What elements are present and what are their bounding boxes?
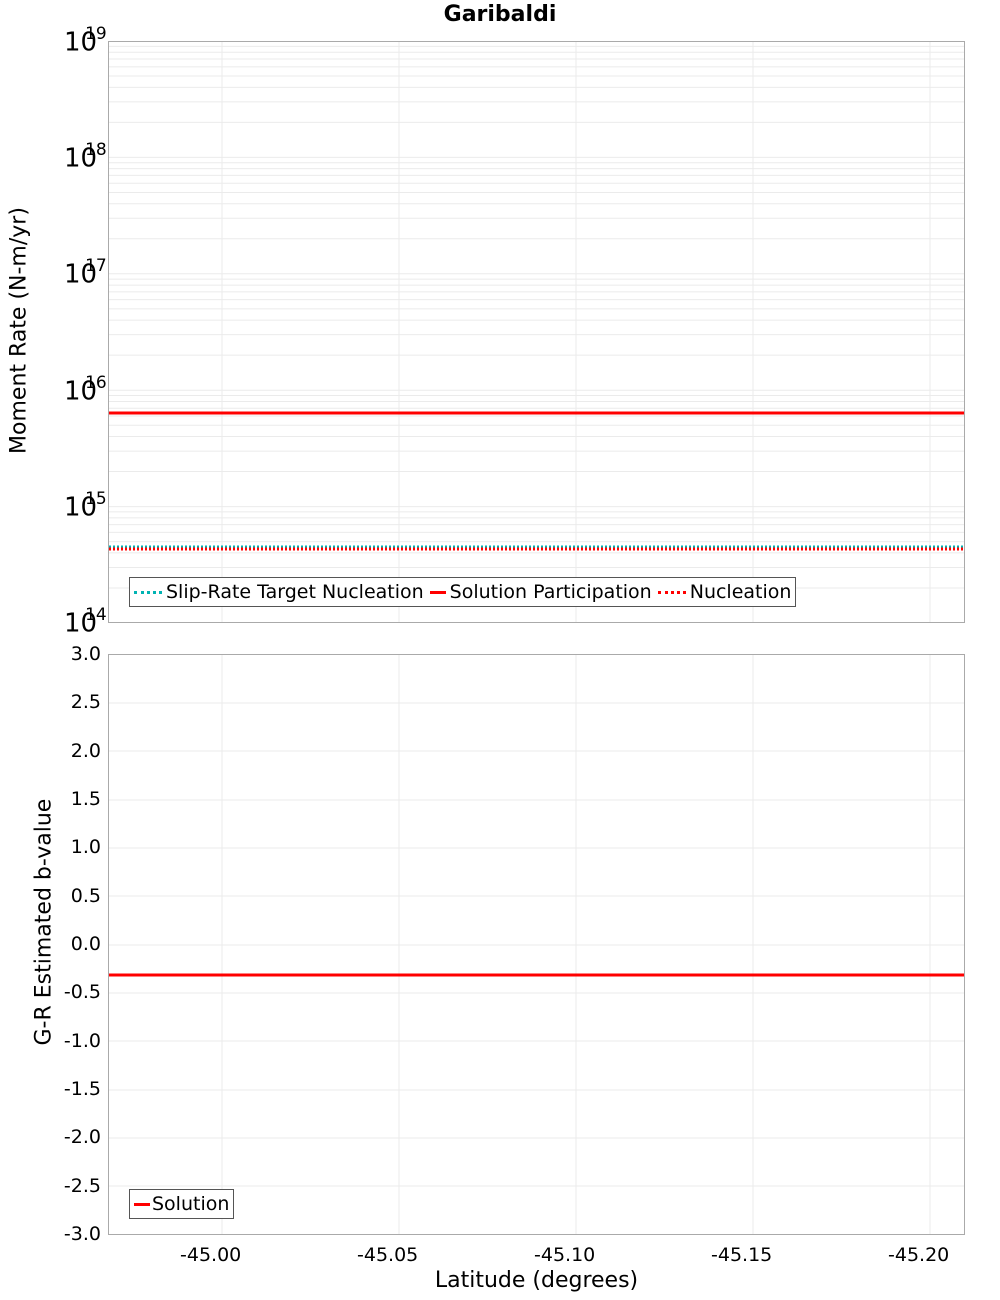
ytick-bvalue: 0.5 xyxy=(70,884,101,907)
legend-swatch-solid-red xyxy=(134,1202,150,1206)
ytick-bvalue: -1.5 xyxy=(63,1078,101,1100)
ytick-bvalue: -2.0 xyxy=(63,1126,101,1149)
top-plot-grid xyxy=(221,41,931,623)
ytick-bvalue: 2.0 xyxy=(70,739,101,762)
x-axis-label: Latitude (degrees) xyxy=(434,1268,639,1293)
top-legend: Slip-Rate Target Nucleation Solution Par… xyxy=(129,577,797,607)
top-plot-frame xyxy=(108,41,965,623)
legend-label: Solution xyxy=(152,1193,230,1215)
ytick-1e19: 1019 xyxy=(64,24,107,58)
bottom-legend: Solution xyxy=(129,1189,235,1219)
ytick-bvalue: 1.0 xyxy=(70,836,101,859)
legend-label: Slip-Rate Target Nucleation xyxy=(166,581,424,603)
ytick-bvalue: -1.0 xyxy=(63,1029,101,1052)
xtick-45-10: -45.10 xyxy=(534,1244,596,1266)
xtick-45-20: -45.20 xyxy=(888,1244,950,1266)
ytick-bvalue: -0.5 xyxy=(63,981,101,1004)
ytick-1e14: 1014 xyxy=(64,605,107,639)
bottom-y-axis-label: G-R Estimated b-value xyxy=(31,798,57,1046)
legend-item-solution-participation: Solution Participation xyxy=(429,581,652,603)
legend-item-nucleation: Nucleation xyxy=(657,581,792,603)
top-y-axis-label: Moment Rate (N-m/yr) xyxy=(6,207,32,454)
bottom-plot-grid xyxy=(108,655,965,1235)
bottom-plot-frame xyxy=(108,654,965,1235)
legend-label: Solution Participation xyxy=(449,581,652,603)
ytick-1e18: 1018 xyxy=(64,140,107,174)
ytick-1e15: 1015 xyxy=(64,489,107,523)
legend-item-slip-rate-target: Slip-Rate Target Nucleation xyxy=(134,581,424,603)
ytick-bvalue: 1.5 xyxy=(70,788,101,810)
legend-item-solution: Solution xyxy=(134,1193,229,1215)
chart-title: Garibaldi xyxy=(443,2,557,27)
legend-swatch-dotted-cyan xyxy=(134,590,162,594)
legend-label: Nucleation xyxy=(689,581,792,603)
ytick-bvalue: 2.5 xyxy=(70,691,101,714)
ytick-bvalue: 0.0 xyxy=(70,933,101,955)
xtick-45-00: -45.00 xyxy=(180,1244,242,1266)
ytick-1e17: 1017 xyxy=(64,256,107,290)
top-plot-log-grid xyxy=(108,45,965,589)
ytick-bvalue: -3.0 xyxy=(63,1223,101,1245)
ytick-bvalue: -2.5 xyxy=(63,1174,101,1197)
legend-swatch-dotted-red xyxy=(657,590,686,594)
xtick-45-15: -45.15 xyxy=(711,1244,773,1266)
xtick-45-05: -45.05 xyxy=(357,1244,419,1266)
legend-swatch-solid-red xyxy=(429,590,446,594)
ytick-1e16: 1016 xyxy=(64,373,107,407)
ytick-bvalue: 3.0 xyxy=(70,643,101,665)
